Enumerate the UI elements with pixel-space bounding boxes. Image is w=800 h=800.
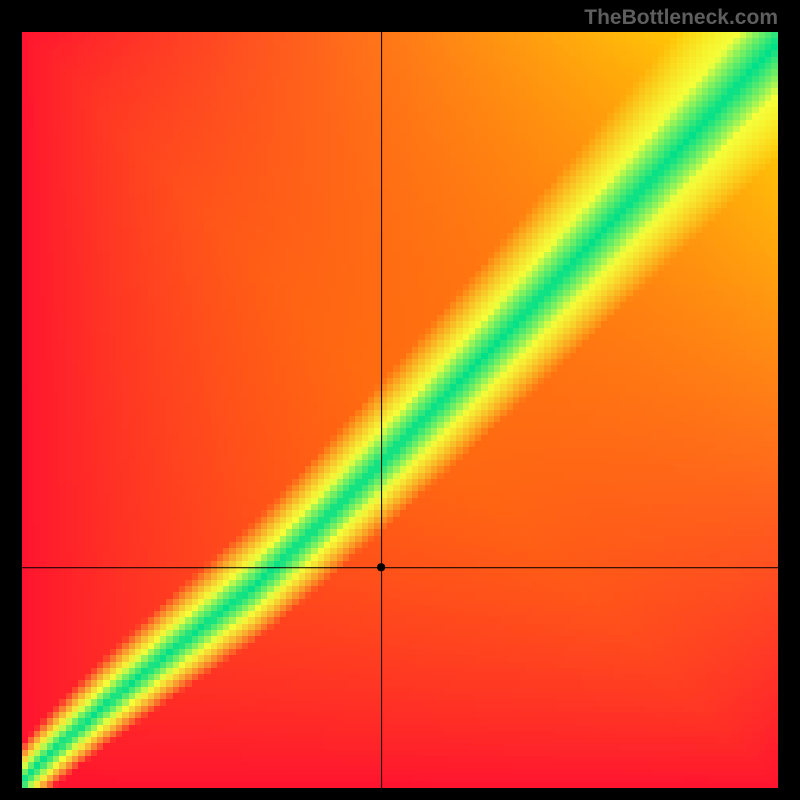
watermark-text: TheBottleneck.com [584,6,778,30]
heatmap-plot [22,32,778,788]
heatmap-canvas [22,32,778,788]
